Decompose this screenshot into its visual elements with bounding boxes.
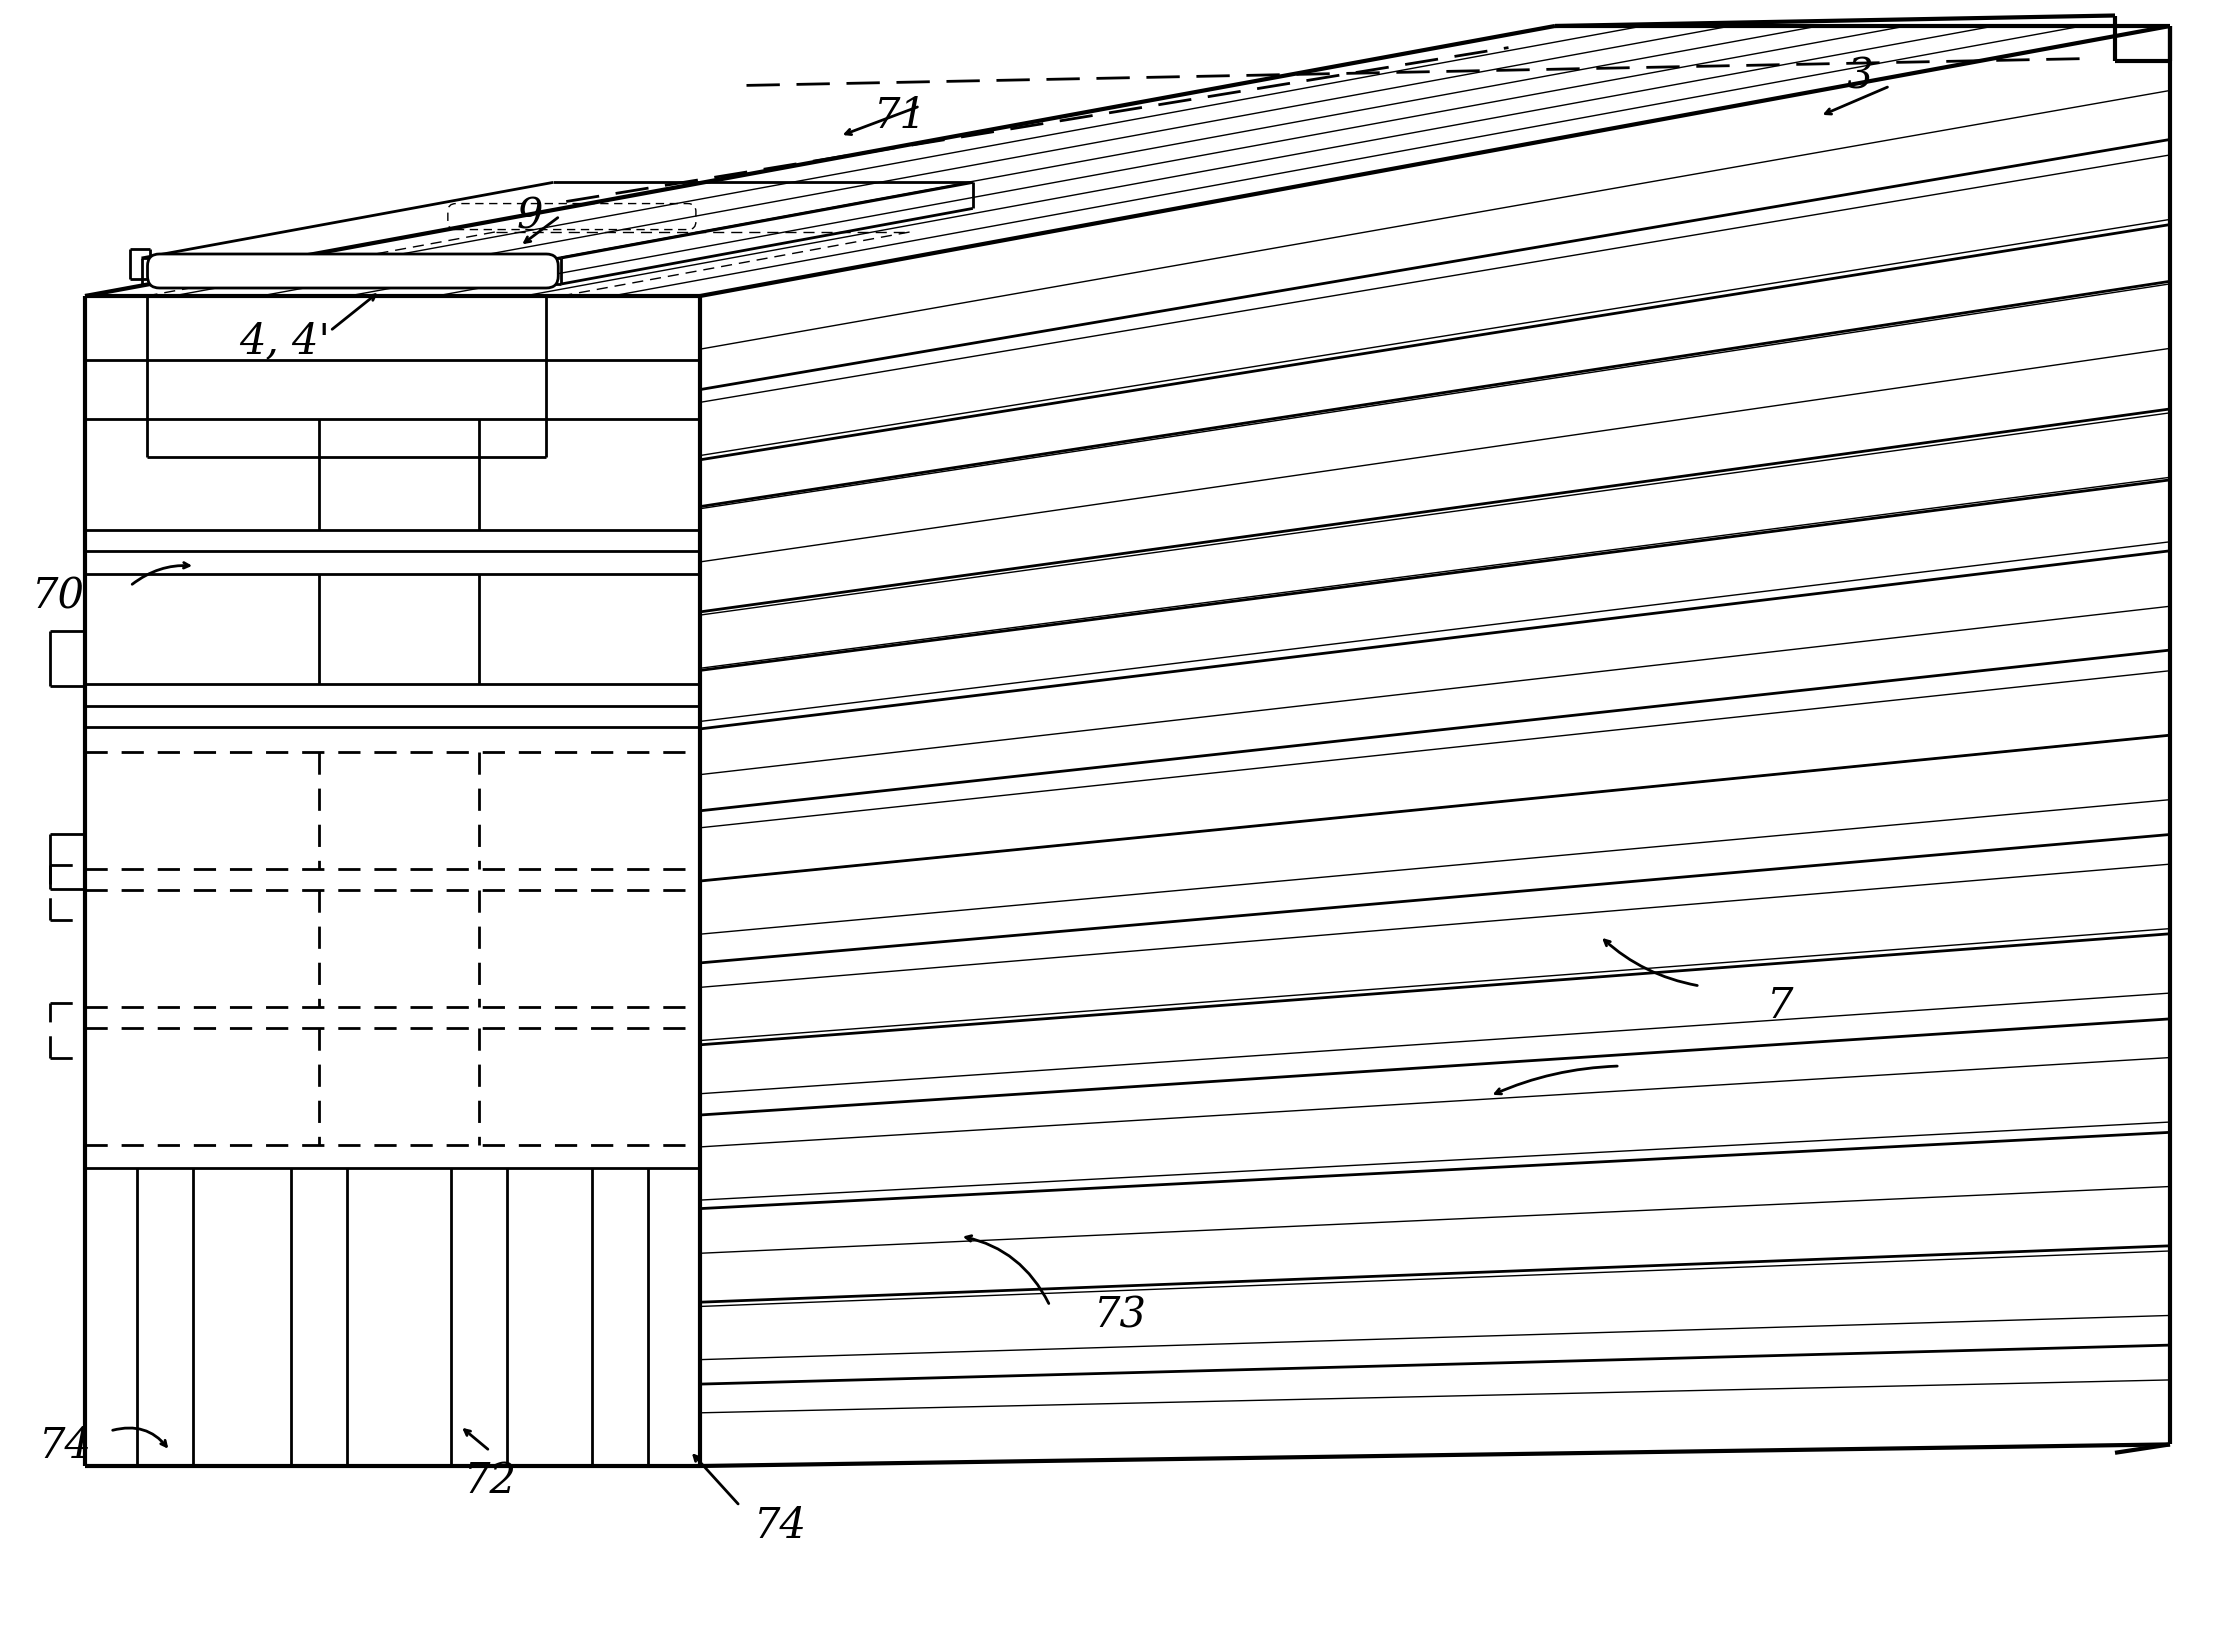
Text: 74: 74 [753, 1504, 807, 1547]
Text: 3: 3 [1848, 54, 1872, 97]
Text: 7: 7 [1768, 984, 1794, 1027]
Text: 4, 4': 4, 4' [239, 319, 330, 362]
FancyBboxPatch shape [147, 253, 557, 288]
Text: 73: 73 [1094, 1295, 1146, 1337]
Text: 71: 71 [874, 95, 927, 137]
Text: 9: 9 [517, 194, 544, 237]
Text: 74: 74 [38, 1425, 91, 1467]
Text: 72: 72 [464, 1460, 517, 1503]
Text: 70: 70 [31, 574, 85, 617]
